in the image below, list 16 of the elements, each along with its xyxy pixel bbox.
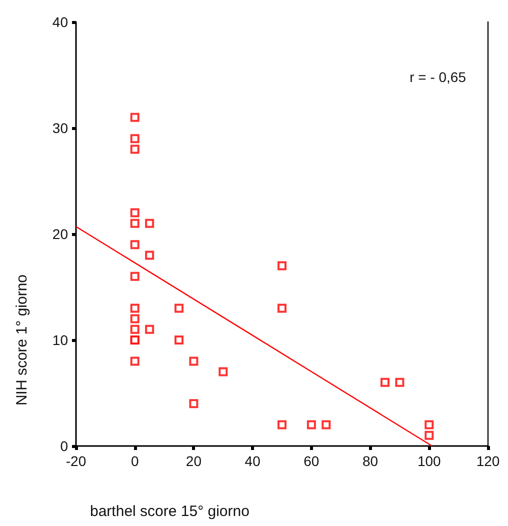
- y-axis-title: NIH score 1° giorno: [14, 274, 30, 406]
- x-tick-label: 120: [476, 453, 500, 469]
- x-tick-label: 80: [362, 453, 378, 469]
- x-tick-label: 0: [130, 453, 139, 469]
- annotation: r = - 0,65: [410, 69, 466, 85]
- y-tick-label: 0: [60, 438, 68, 454]
- x-tick-label: -20: [66, 453, 86, 469]
- y-tick-label: 20: [52, 226, 68, 242]
- x-tick-label: 100: [417, 453, 442, 469]
- x-tick-label: 60: [304, 453, 320, 469]
- y-tick-label: 10: [52, 332, 68, 348]
- y-tick-label: 30: [52, 120, 68, 136]
- x-tick-label: 40: [244, 453, 261, 469]
- x-axis-title: barthel score 15° giorno: [90, 503, 250, 520]
- y-tick-label: 40: [52, 14, 68, 30]
- x-tick-label: 20: [186, 453, 202, 469]
